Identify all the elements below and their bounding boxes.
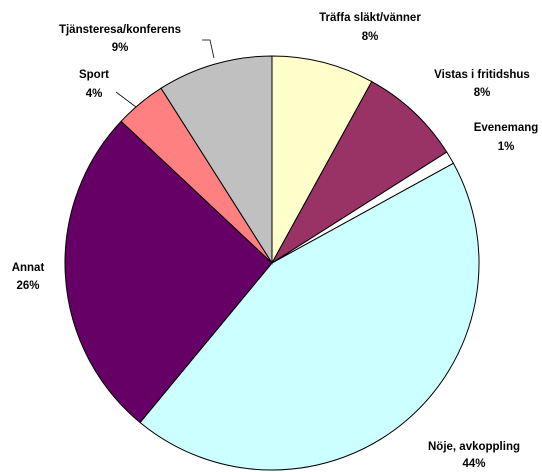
slice-label: Vistas i fritidshus <box>434 69 530 81</box>
slice-label: Evenemang <box>474 122 539 134</box>
slice-label: Sport <box>79 69 109 81</box>
slice-value-label: 44% <box>462 458 485 470</box>
pie-slice <box>139 162 480 471</box>
slice-value-label: 9% <box>112 42 129 54</box>
slice-label: Tjänsteresa/konferens <box>59 24 181 36</box>
slice-value-label: 4% <box>86 88 103 100</box>
slice-label: Träffa släkt/vänner <box>319 12 421 24</box>
slice-value-label: 26% <box>16 280 39 292</box>
pie-slice <box>271 55 373 264</box>
pie-slice <box>160 55 273 265</box>
pie-slice <box>271 80 448 264</box>
pie-slice <box>64 120 273 424</box>
slice-label: Annat <box>12 262 45 274</box>
slice-value-label: 8% <box>474 87 491 99</box>
slice-value-label: 1% <box>498 141 515 153</box>
slice-label: Nöje, avkoppling <box>428 441 520 453</box>
leader-line <box>202 39 215 59</box>
slice-value-label: 8% <box>362 31 379 43</box>
